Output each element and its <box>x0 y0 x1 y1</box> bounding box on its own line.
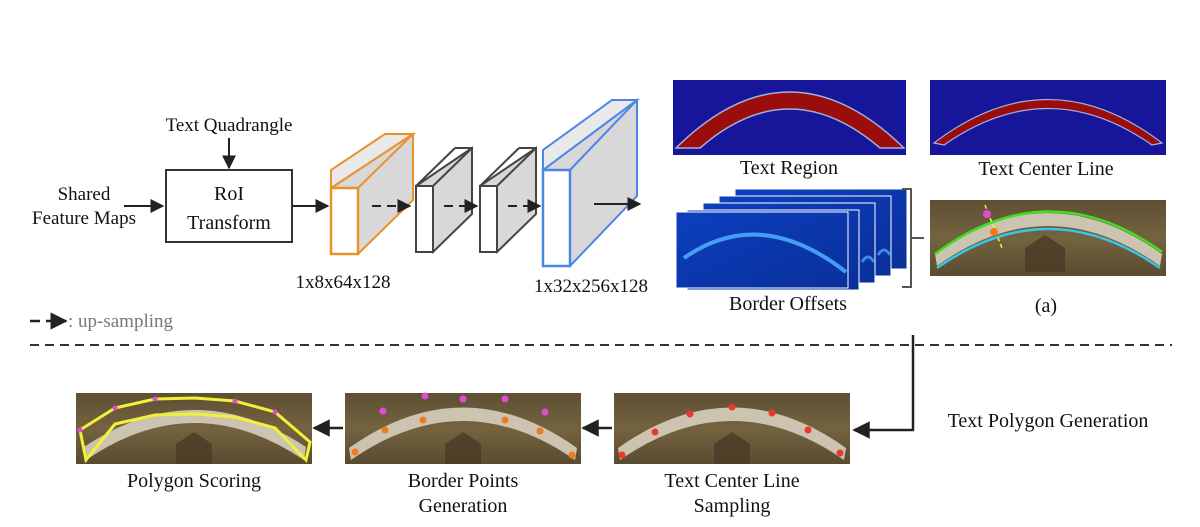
feature-block-orange <box>329 132 417 256</box>
arrow-to-generation <box>852 335 915 439</box>
roi-transform-label-1: RoI <box>214 183 244 205</box>
text-center-line-map <box>930 80 1166 155</box>
feature-block-gray-2 <box>478 146 537 254</box>
text-region-map <box>673 80 906 155</box>
legend-upsampling-label: : up-sampling <box>68 311 174 332</box>
border-offsets-stack <box>675 188 908 291</box>
feature-block-blue <box>541 98 641 268</box>
shared-feature-maps-label-1: Shared <box>58 184 111 205</box>
polygon-scoring-photo <box>76 393 312 464</box>
polygon-scoring-label: Polygon Scoring <box>127 470 261 492</box>
text-region-label: Text Region <box>740 157 838 179</box>
panel-a-photo <box>930 200 1166 276</box>
border-points-label-1: Border Points <box>408 470 519 492</box>
center-line-sampling-label-2: Sampling <box>694 495 771 517</box>
border-offsets-label: Border Offsets <box>729 293 847 315</box>
roi-transform-label-2: Transform <box>187 212 271 234</box>
dim-large-label: 1x32x256x128 <box>534 276 648 297</box>
feature-block-gray-1 <box>414 146 473 254</box>
shared-feature-maps-label-2: Feature Maps <box>32 208 136 229</box>
text-polygon-generation-title: Text Polygon Generation <box>948 410 1149 432</box>
text-quadrangle-label: Text Quadrangle <box>166 115 293 136</box>
center-line-sampling-photo <box>614 393 850 464</box>
panel-a-label: (a) <box>1035 295 1057 317</box>
text-center-line-label: Text Center Line <box>978 158 1113 180</box>
dim-small-label: 1x8x64x128 <box>296 272 391 293</box>
center-line-sampling-label-1: Text Center Line <box>664 470 799 492</box>
border-points-photo <box>345 392 581 464</box>
border-points-label-2: Generation <box>419 495 508 517</box>
roi-transform-box <box>165 169 293 243</box>
